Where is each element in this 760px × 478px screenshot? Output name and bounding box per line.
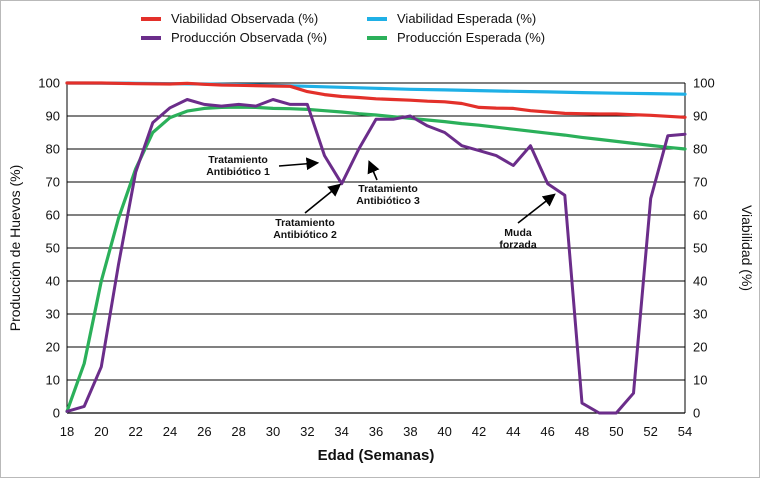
series-line-3 — [65, 98, 687, 415]
y-tick-label-right: 100 — [693, 76, 715, 91]
annotation-4-line-2: forzada — [499, 239, 537, 251]
x-tick-label: 46 — [540, 424, 554, 439]
y-tick-label-right: 40 — [693, 274, 707, 289]
y-tick-label-right: 70 — [693, 175, 707, 190]
y-tick-label-right: 80 — [693, 142, 707, 157]
x-tick-label: 30 — [266, 424, 280, 439]
series-line-1 — [65, 81, 687, 119]
x-tick-label: 40 — [437, 424, 451, 439]
y-tick-label-left: 0 — [53, 406, 60, 421]
annotation-2-line-1: Tratamiento — [275, 217, 335, 229]
x-tick-label: 20 — [94, 424, 108, 439]
x-tick-label: 34 — [334, 424, 348, 439]
x-tick-label: 36 — [369, 424, 383, 439]
y-tick-label-right: 0 — [693, 406, 700, 421]
annotation-arrow-3 — [367, 160, 380, 181]
annotation-1-line-1: Tratamiento — [208, 154, 268, 166]
annotation-3-line-1: Tratamiento — [358, 183, 418, 195]
x-tick-label: 44 — [506, 424, 520, 439]
x-tick-label: 52 — [643, 424, 657, 439]
gridlines — [67, 82, 685, 414]
y-tick-label-right: 20 — [693, 340, 707, 355]
y-tick-label-left: 70 — [46, 175, 60, 190]
x-tick-label: 38 — [403, 424, 417, 439]
y-tick-label-left: 20 — [46, 340, 60, 355]
y-tick-label-right: 50 — [693, 241, 707, 256]
legend: Viabilidad Observada (%) Viabilidad Esper… — [141, 11, 545, 45]
x-tick-label: 50 — [609, 424, 623, 439]
annotation-1-line-2: Antibiótico 1 — [206, 166, 270, 178]
x-tick-label: 26 — [197, 424, 211, 439]
x-tick-label: 28 — [231, 424, 245, 439]
x-axis-label: Edad (Semanas) — [318, 447, 435, 464]
annotation-arrow-4 — [517, 193, 556, 224]
legend-label-4: Producción Esperada (%) — [397, 30, 545, 45]
y-axis-right-label: Viabilidad (%) — [739, 205, 755, 291]
annotation-arrow-2 — [304, 183, 342, 214]
y-tick-label-left: 40 — [46, 274, 60, 289]
y-tick-label-right: 10 — [693, 373, 707, 388]
legend-label-1: Viabilidad Observada (%) — [171, 11, 318, 26]
y-tick-label-left: 90 — [46, 109, 60, 124]
y-tick-label-left: 10 — [46, 373, 60, 388]
x-tick-label: 42 — [472, 424, 486, 439]
y-tick-label-right: 90 — [693, 109, 707, 124]
annotation-arrow-1 — [278, 157, 320, 171]
y-tick-label-left: 30 — [46, 307, 60, 322]
y-tick-label-left: 50 — [46, 241, 60, 256]
y-tick-label-right: 30 — [693, 307, 707, 322]
annotation-4-line-1: Muda — [504, 227, 532, 239]
y-tick-label-right: 60 — [693, 208, 707, 223]
tick-labels: 0 0 10 10 20 20 30 30 40 40 50 50 60 60 70 70 80 80 90 90 10… — [38, 76, 714, 440]
axes — [66, 83, 686, 413]
annotation-3-line-2: Antibiótico 3 — [356, 195, 420, 207]
data-series — [65, 81, 687, 415]
annotation-2-line-2: Antibiótico 2 — [273, 229, 337, 241]
x-tick-label: 24 — [163, 424, 177, 439]
x-tick-label: 48 — [575, 424, 589, 439]
x-tick-label: 32 — [300, 424, 314, 439]
y-tick-label-left: 80 — [46, 142, 60, 157]
x-tick-label: 54 — [678, 424, 692, 439]
y-tick-label-left: 100 — [38, 76, 60, 91]
x-tick-label: 18 — [60, 424, 74, 439]
y-tick-label-left: 60 — [46, 208, 60, 223]
x-tick-label: 22 — [128, 424, 142, 439]
series-line-4 — [65, 105, 687, 413]
legend-label-3: Producción Observada (%) — [171, 30, 327, 45]
legend-label-2: Viabilidad Esperada (%) — [397, 11, 536, 26]
y-axis-left-label: Producción de Huevos (%) — [7, 165, 23, 332]
